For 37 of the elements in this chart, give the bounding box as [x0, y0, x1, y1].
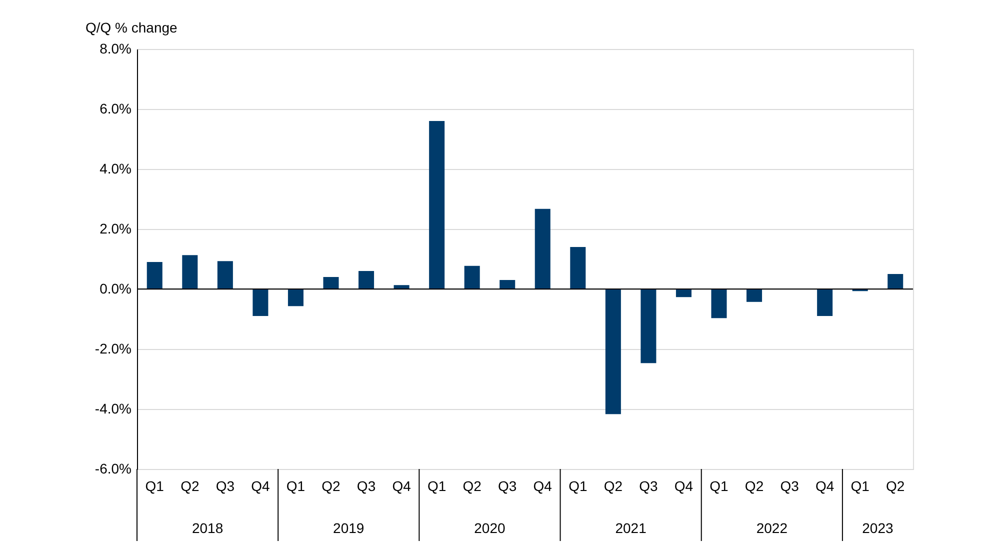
x-tick-label: Q2 — [462, 478, 482, 494]
y-tick-label: -4.0% — [94, 400, 132, 416]
x-tick-label: Q3 — [498, 478, 517, 494]
x-tick-label: Q1 — [427, 478, 446, 494]
y-tick-label: -2.0% — [94, 340, 132, 356]
text: 2023 — [862, 520, 894, 536]
x-tick-label: Q4 — [392, 478, 412, 494]
x-tick-label: Q4 — [815, 478, 834, 494]
x-tick-label: Q2 — [744, 478, 764, 494]
x-tick-label: Q4 — [251, 478, 270, 494]
x-tick-label: Q2 — [886, 478, 905, 494]
x-tick-label: Q1 — [850, 478, 870, 494]
y-axis-title: Q/Q % change — [86, 20, 178, 36]
x-tick-label: Q3 — [639, 478, 658, 494]
y-tick-label: -6.0% — [94, 460, 132, 476]
x-tick-label: Q1 — [710, 478, 729, 494]
x-tick-label: Q1 — [145, 478, 164, 494]
y-tick-label: 8.0% — [100, 40, 132, 56]
x-tick-label: Q3 — [216, 478, 235, 494]
x-tick-label: Q3 — [780, 478, 800, 494]
text: 2019 — [333, 520, 364, 536]
x-tick-label: Q4 — [533, 478, 552, 494]
x-tick-label: Q4 — [674, 478, 694, 494]
text: 2020 — [474, 520, 506, 536]
x-tick-label: Q1 — [568, 478, 588, 494]
y-tick-label: 2.0% — [100, 220, 132, 236]
x-tick-label: Q3 — [356, 478, 376, 494]
text: 2018 — [192, 520, 224, 536]
x-tick-label: Q1 — [286, 478, 306, 494]
x-tick-label: Q2 — [322, 478, 341, 494]
x-tick-label: Q2 — [604, 478, 623, 494]
x-tick-label: Q2 — [180, 478, 200, 494]
text: 2021 — [615, 520, 647, 536]
y-tick-label: 4.0% — [100, 160, 132, 176]
y-tick-label: 6.0% — [100, 100, 132, 116]
text: 2022 — [756, 520, 788, 536]
y-tick-label: 0.0% — [100, 280, 132, 296]
